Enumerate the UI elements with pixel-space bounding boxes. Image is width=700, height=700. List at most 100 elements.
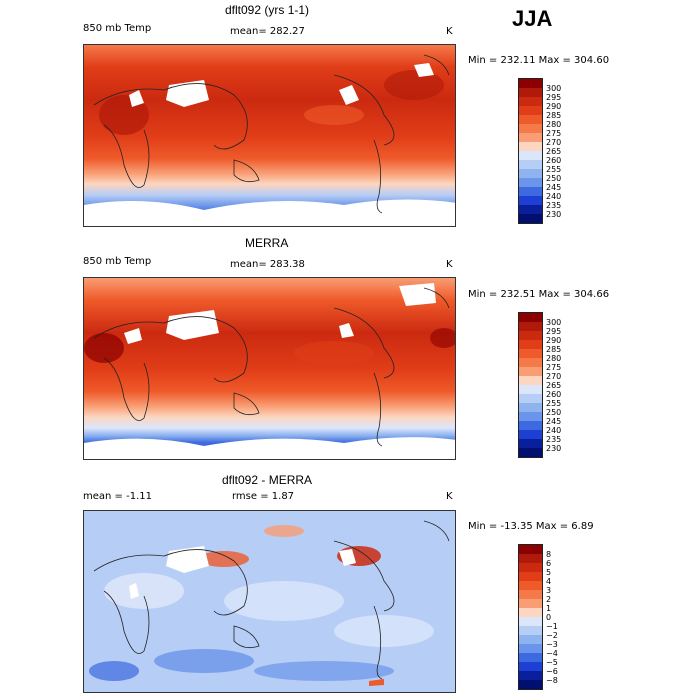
- panel-2-units-label: K: [446, 259, 453, 270]
- panel-1-mean-label: mean= 282.27: [230, 26, 305, 37]
- panel-3-colorbar-labels: 8 6 5 4 3 2 1 0 −1 −2 −3 −4 −5 −6 −8: [546, 550, 558, 685]
- panel-2-colorbar-labels: 300 295 290 285 280 275 270 265 260 255 250 245 240 2…: [546, 318, 561, 453]
- colorbar-tick-label: 255: [546, 399, 562, 408]
- colorbar-tick-label: −2: [546, 631, 558, 640]
- colorbar-swatch: [519, 133, 542, 142]
- colorbar-swatch: [519, 142, 542, 151]
- colorbar-tick-label: 240: [546, 192, 562, 201]
- colorbar-swatch: [519, 358, 542, 367]
- panel-1-variable-label: 850 mb Temp: [83, 23, 152, 34]
- colorbar-swatch: [519, 340, 542, 349]
- colorbar-swatch: [519, 205, 542, 214]
- colorbar-swatch: [519, 385, 542, 394]
- colorbar-swatch: [519, 662, 542, 671]
- colorbar-swatch: [519, 608, 542, 617]
- colorbar-tick-label: 235: [546, 201, 562, 210]
- panel-1-title: dflt092 (yrs 1-1): [225, 3, 310, 17]
- colorbar-tick-label: 290: [546, 102, 562, 111]
- colorbar-tick-label: 295: [546, 93, 562, 102]
- colorbar-tick-label: 270: [546, 138, 562, 147]
- colorbar-swatch: [519, 617, 542, 626]
- colorbar-tick-label: 230: [546, 210, 562, 219]
- panel-3-title: dflt092 - MERRA: [222, 473, 313, 487]
- panel-3-mean-label: mean = -1.11: [83, 491, 152, 502]
- colorbar-tick-label: 275: [546, 363, 562, 372]
- colorbar-tick-label: 275: [546, 129, 562, 138]
- colorbar-tick-label: 285: [546, 345, 562, 354]
- colorbar-swatch: [519, 394, 542, 403]
- colorbar-tick-label: 5: [546, 568, 552, 577]
- colorbar-swatch: [519, 106, 542, 115]
- panel-3-rmse-label: rmse = 1.87: [232, 491, 295, 502]
- colorbar-tick-label: 260: [546, 156, 562, 165]
- colorbar-tick-label: 6: [546, 559, 552, 568]
- colorbar-tick-label: 3: [546, 586, 552, 595]
- colorbar-swatch: [519, 331, 542, 340]
- colorbar-swatch: [519, 421, 542, 430]
- colorbar-tick-label: 1: [546, 604, 552, 613]
- colorbar-swatch: [519, 367, 542, 376]
- colorbar-swatch: [519, 313, 542, 322]
- colorbar-tick-label: 300: [546, 318, 562, 327]
- colorbar-swatch: [519, 412, 542, 421]
- panel-1-minmax: Min = 232.11 Max = 304.60: [468, 55, 610, 66]
- colorbar-swatch: [519, 680, 542, 689]
- colorbar-tick-label: −5: [546, 658, 558, 667]
- panel-1-colorbar-labels: 300 295 290 285 280 275 270 265 260 255 250 245 240 2…: [546, 84, 561, 219]
- colorbar-swatch: [519, 653, 542, 662]
- panel-3-map: [83, 510, 456, 693]
- colorbar-swatch: [519, 88, 542, 97]
- season-label: JJA: [512, 6, 553, 31]
- colorbar-tick-label: −6: [546, 667, 558, 676]
- colorbar-tick-label: 250: [546, 174, 562, 183]
- colorbar-swatch: [519, 626, 542, 635]
- colorbar-swatch: [519, 349, 542, 358]
- colorbar-tick-label: −4: [546, 649, 558, 658]
- colorbar-tick-label: 4: [546, 577, 552, 586]
- colorbar-swatch: [519, 214, 542, 223]
- colorbar-swatch: [519, 572, 542, 581]
- colorbar-tick-label: 285: [546, 111, 562, 120]
- colorbar-swatch: [519, 115, 542, 124]
- colorbar-tick-label: 240: [546, 426, 562, 435]
- panel-1-colorbar: [518, 78, 543, 224]
- colorbar-tick-label: 265: [546, 381, 562, 390]
- colorbar-swatch: [519, 439, 542, 448]
- colorbar-tick-label: 250: [546, 408, 562, 417]
- colorbar-tick-label: 245: [546, 417, 562, 426]
- colorbar-swatch: [519, 97, 542, 106]
- colorbar-tick-label: 245: [546, 183, 562, 192]
- colorbar-tick-label: 230: [546, 444, 562, 453]
- colorbar-tick-label: 280: [546, 120, 562, 129]
- colorbar-tick-label: 265: [546, 147, 562, 156]
- colorbar-swatch: [519, 581, 542, 590]
- colorbar-tick-label: 290: [546, 336, 562, 345]
- colorbar-tick-label: 300: [546, 84, 562, 93]
- colorbar-tick-label: 270: [546, 372, 562, 381]
- colorbar-swatch: [519, 563, 542, 572]
- panel-3-units-label: K: [446, 491, 453, 502]
- colorbar-swatch: [519, 178, 542, 187]
- panel-2-mean-label: mean= 283.38: [230, 259, 305, 270]
- colorbar-swatch: [519, 160, 542, 169]
- colorbar-swatch: [519, 590, 542, 599]
- colorbar-tick-label: 260: [546, 390, 562, 399]
- colorbar-swatch: [519, 430, 542, 439]
- colorbar-swatch: [519, 79, 542, 88]
- colorbar-swatch: [519, 671, 542, 680]
- colorbar-tick-label: 280: [546, 354, 562, 363]
- panel-2-variable-label: 850 mb Temp: [83, 256, 152, 267]
- colorbar-tick-label: 0: [546, 613, 552, 622]
- colorbar-tick-label: 255: [546, 165, 562, 174]
- colorbar-tick-label: 2: [546, 595, 552, 604]
- colorbar-tick-label: 8: [546, 550, 552, 559]
- colorbar-swatch: [519, 403, 542, 412]
- panel-2-minmax: Min = 232.51 Max = 304.66: [468, 289, 610, 300]
- panel-1-units-label: K: [446, 26, 453, 37]
- colorbar-swatch: [519, 376, 542, 385]
- colorbar-swatch: [519, 151, 542, 160]
- panel-3-minmax: Min = -13.35 Max = 6.89: [468, 521, 594, 532]
- panel-1-map: [83, 44, 456, 227]
- colorbar-swatch: [519, 554, 542, 563]
- colorbar-swatch: [519, 187, 542, 196]
